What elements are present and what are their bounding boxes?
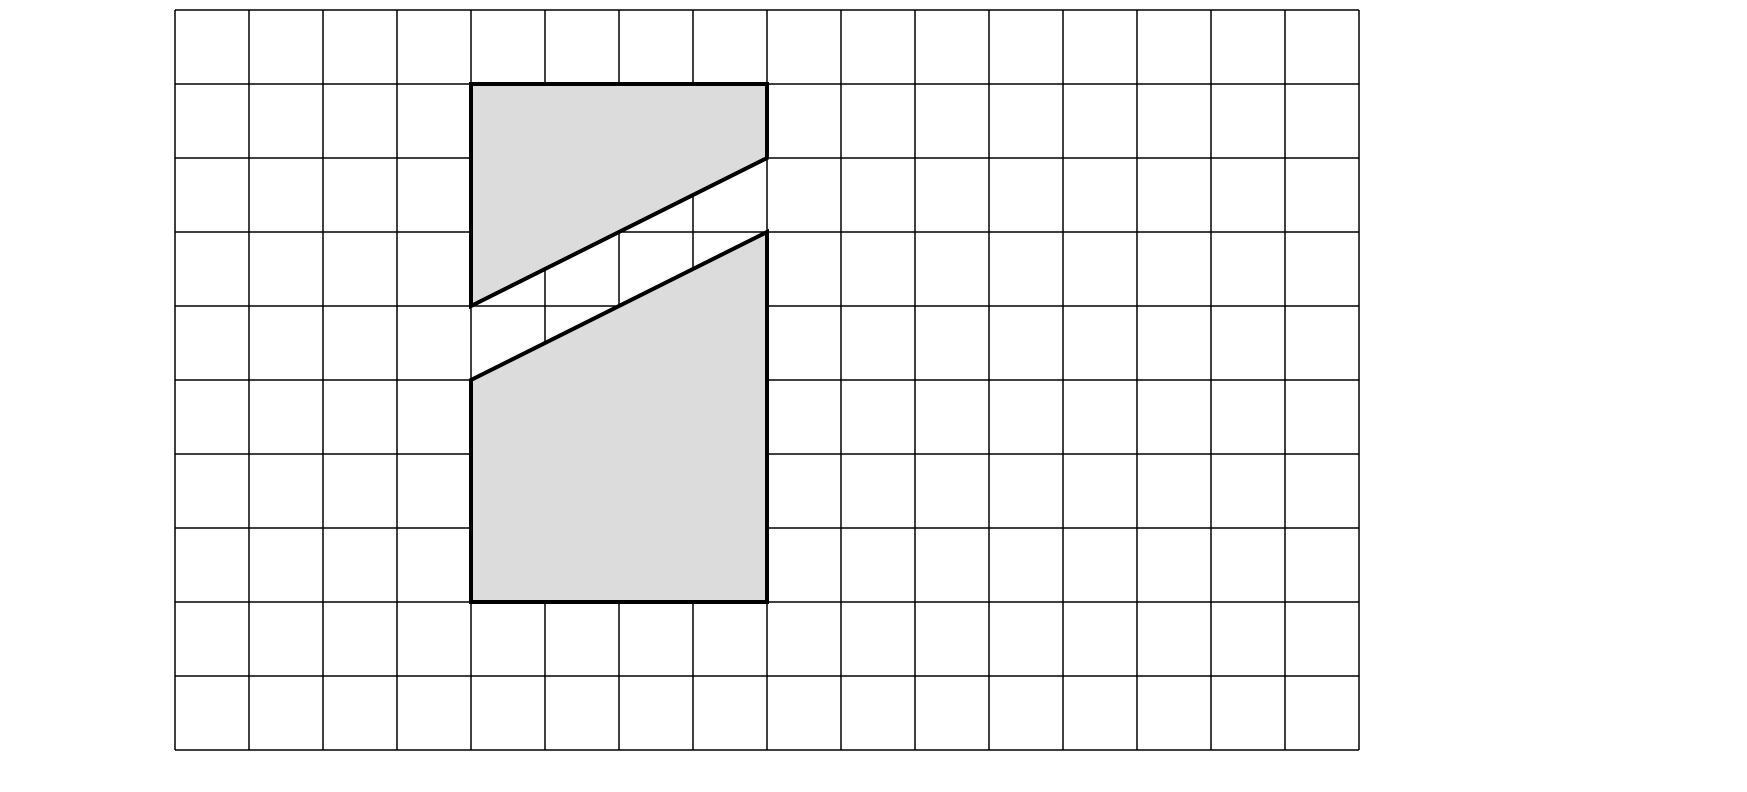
- grid-diagram: [0, 0, 1747, 792]
